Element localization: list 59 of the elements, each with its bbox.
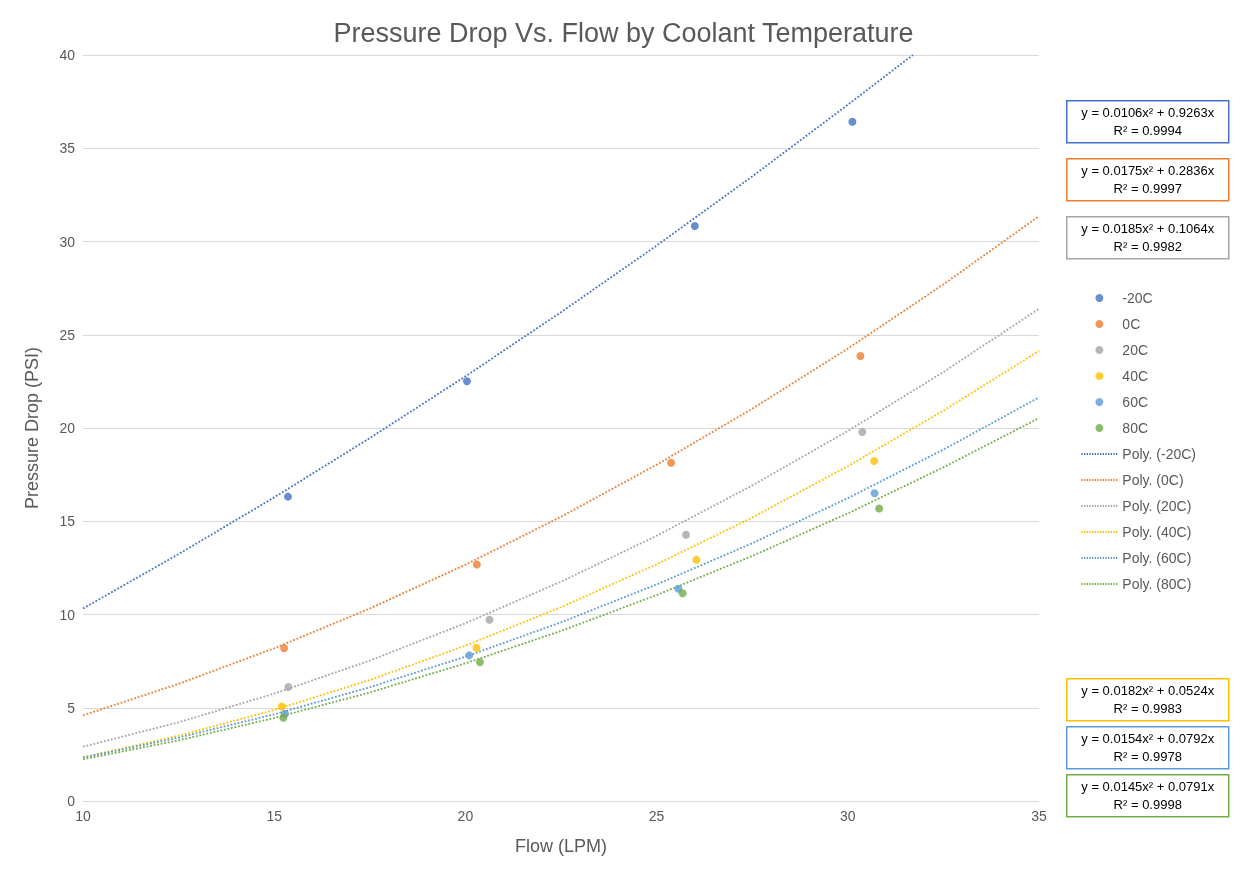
- y-tick-label: 20: [59, 420, 76, 436]
- point: [692, 555, 701, 564]
- x-tick-label: 20: [457, 808, 474, 824]
- point: [870, 457, 879, 466]
- text: y = 0.0182x² + 0.0524x R² = 0.9983: [1081, 683, 1215, 717]
- point: [472, 643, 481, 652]
- point: [870, 489, 879, 498]
- chart-title: Pressure Drop Vs. Flow by Coolant Temperature: [333, 17, 914, 48]
- text: y = 0.0145x² + 0.0791x R² = 0.9998: [1081, 779, 1215, 813]
- y-tick-label: 40: [59, 47, 76, 63]
- point: [667, 458, 676, 467]
- y-tick-label: 5: [67, 699, 76, 716]
- point: [858, 427, 867, 436]
- y-tick-label: 0: [67, 793, 76, 809]
- y-tick-label: 30: [59, 233, 76, 250]
- point: [678, 589, 687, 598]
- point: [848, 117, 857, 126]
- point: [279, 713, 288, 722]
- legend-label: Poly. (20C): [1122, 498, 1192, 514]
- legend-label: Poly. (-20C): [1122, 446, 1197, 462]
- point: [875, 504, 884, 513]
- y-tick-label: 15: [59, 513, 76, 530]
- x-tick-label: 25: [648, 808, 665, 824]
- legend-label: 60C: [1122, 394, 1149, 410]
- point: [475, 658, 484, 667]
- y-tick-label: 35: [59, 140, 76, 157]
- legend-label: Poly. (40C): [1122, 524, 1192, 540]
- text: y = 0.0106x² + 0.9263x R² = 0.9994: [1081, 105, 1215, 139]
- point: [280, 644, 289, 653]
- x-tick-label: 30: [840, 808, 856, 824]
- x-tick-label: 15: [266, 808, 283, 824]
- legend-label: 40C: [1122, 368, 1149, 384]
- line-series: [82, 215, 1040, 717]
- text: y = 0.0175x² + 0.2836x R² = 0.9997: [1081, 163, 1215, 197]
- point: [485, 615, 494, 624]
- point: [856, 352, 865, 361]
- point: [277, 702, 286, 711]
- point: [283, 492, 292, 501]
- point: [465, 651, 474, 660]
- line-series: [82, 54, 914, 610]
- point: [462, 377, 471, 386]
- legend-label: Poly. (60C): [1122, 550, 1192, 566]
- x-tick-label: 35: [1031, 808, 1047, 824]
- legend-label: 80C: [1122, 420, 1149, 436]
- point: [284, 683, 293, 692]
- legend-label: -20C: [1122, 290, 1153, 306]
- legend-label: 0C: [1122, 316, 1141, 332]
- point: [682, 530, 691, 539]
- text: y = 0.0154x² + 0.0792x R² = 0.9978: [1081, 731, 1215, 765]
- legend-label: 20C: [1122, 342, 1149, 358]
- y-tick-label: 25: [59, 326, 76, 343]
- x-axis-title: Flow (LPM): [514, 836, 608, 856]
- point: [690, 222, 699, 231]
- point: [472, 560, 481, 569]
- y-tick-label: 10: [59, 606, 76, 623]
- legend-label: Poly. (80C): [1122, 576, 1192, 592]
- y-axis-title: Pressure Drop (PSI): [22, 346, 42, 510]
- legend-label: Poly. (0C): [1122, 472, 1184, 488]
- text: y = 0.0185x² + 0.1064x R² = 0.9982: [1081, 221, 1215, 255]
